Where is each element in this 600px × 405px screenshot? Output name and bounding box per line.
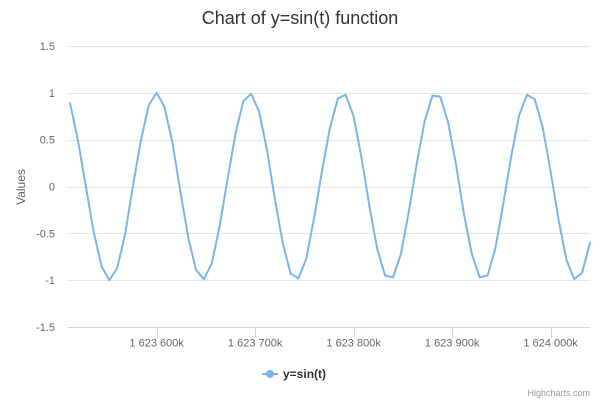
y-tick-label: 1.5 [40, 41, 55, 53]
legend-marker-icon [266, 370, 274, 378]
x-tick-label: 1 623 700k [228, 338, 283, 350]
x-tick-label: 1 624 000k [523, 338, 578, 350]
y-tick-label: 0 [49, 182, 55, 194]
x-tick-label: 1 623 600k [129, 338, 184, 350]
chart-title: Chart of y=sin(t) function [202, 8, 399, 28]
y-tick-label: -1 [45, 275, 55, 287]
y-tick-label: 0.5 [40, 135, 55, 147]
y-tick-labels: 1.5 1 0.5 0 -0.5 -1 -1.5 [36, 41, 55, 334]
y-axis-title: Values [14, 169, 28, 205]
legend[interactable]: y=sin(t) [262, 367, 326, 381]
x-tick-label: 1 623 800k [326, 338, 381, 350]
y-tick-label: 1 [49, 88, 55, 100]
x-tick-label: 1 623 900k [425, 338, 480, 350]
y-tick-label: -0.5 [36, 228, 55, 240]
credits-link[interactable]: Highcharts.com [527, 388, 590, 398]
x-ticks: 1 623 600k 1 623 700k 1 623 800k 1 623 900k… [129, 327, 578, 350]
series-line-0[interactable] [69, 91, 591, 282]
y-tick-label: -1.5 [36, 322, 55, 334]
legend-item-label[interactable]: y=sin(t) [283, 367, 326, 381]
series-group [69, 91, 591, 282]
